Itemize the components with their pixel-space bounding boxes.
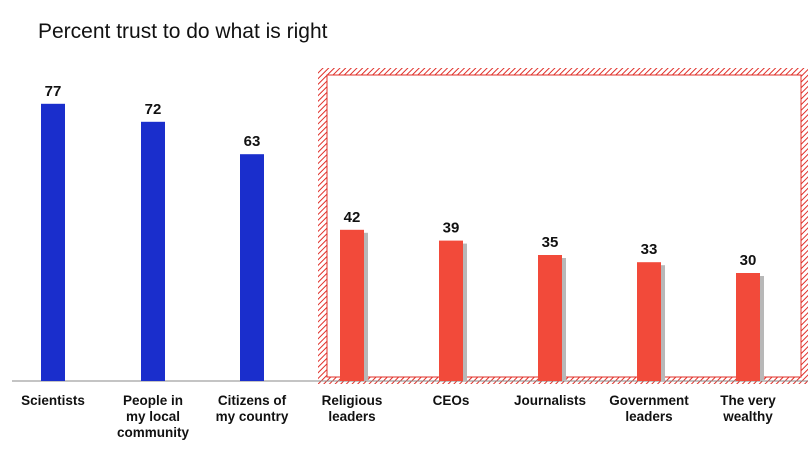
value-label-ceos: 39	[443, 220, 460, 237]
category-label-line: Journalists	[514, 393, 586, 408]
category-label-the-very-wealthy: The very wealthy	[720, 393, 776, 424]
bar-people-in-my-local-community	[141, 121, 165, 382]
category-label-line: my local	[126, 409, 180, 424]
category-label-line: Religious	[322, 393, 383, 408]
category-label-line: Citizens of	[218, 393, 287, 408]
bar-the-very-wealthy	[736, 273, 760, 381]
category-label-line: Scientists	[21, 393, 85, 408]
bar-scientists	[41, 103, 65, 382]
category-label-line: The very	[720, 393, 776, 408]
category-label-journalists: Journalists	[514, 393, 586, 408]
value-label-religious-leaders: 42	[344, 209, 361, 226]
category-label-line: leaders	[328, 409, 375, 424]
category-label-government-leaders: Government leaders	[609, 393, 689, 424]
category-label-line: Government	[609, 393, 689, 408]
category-label-line: community	[117, 425, 190, 440]
bar-government-leaders	[637, 262, 661, 381]
category-label-line: my country	[216, 409, 289, 424]
category-label-citizens-of-my-country: Citizens of my country	[216, 393, 289, 424]
category-label-line: People in	[123, 393, 183, 408]
value-label-scientists: 77	[45, 83, 62, 100]
category-label-line: wealthy	[722, 409, 773, 424]
category-label-religious-leaders: Religious leaders	[322, 393, 383, 424]
bar-journalists	[538, 255, 562, 381]
category-label-scientists: Scientists	[21, 393, 85, 408]
value-label-government-leaders: 33	[641, 241, 658, 258]
bars: 77 Scientists 72 People in my local community…	[21, 83, 776, 440]
value-label-the-very-wealthy: 30	[740, 252, 757, 269]
category-label-ceos: CEOs	[433, 393, 470, 408]
category-label-line: CEOs	[433, 393, 470, 408]
bar-ceos	[439, 240, 463, 381]
value-label-people-in-my-local-community: 72	[145, 101, 162, 118]
category-label-line: leaders	[625, 409, 672, 424]
category-label-people-in-my-local-community: People in my local community	[117, 393, 190, 440]
chart-title: Percent trust to do what is right	[38, 20, 328, 43]
highlight-frame	[318, 68, 808, 384]
bar-religious-leaders	[340, 229, 364, 381]
value-label-citizens-of-my-country: 63	[244, 133, 261, 150]
bar-citizens-of-my-country	[240, 154, 264, 381]
value-label-journalists: 35	[542, 234, 559, 251]
